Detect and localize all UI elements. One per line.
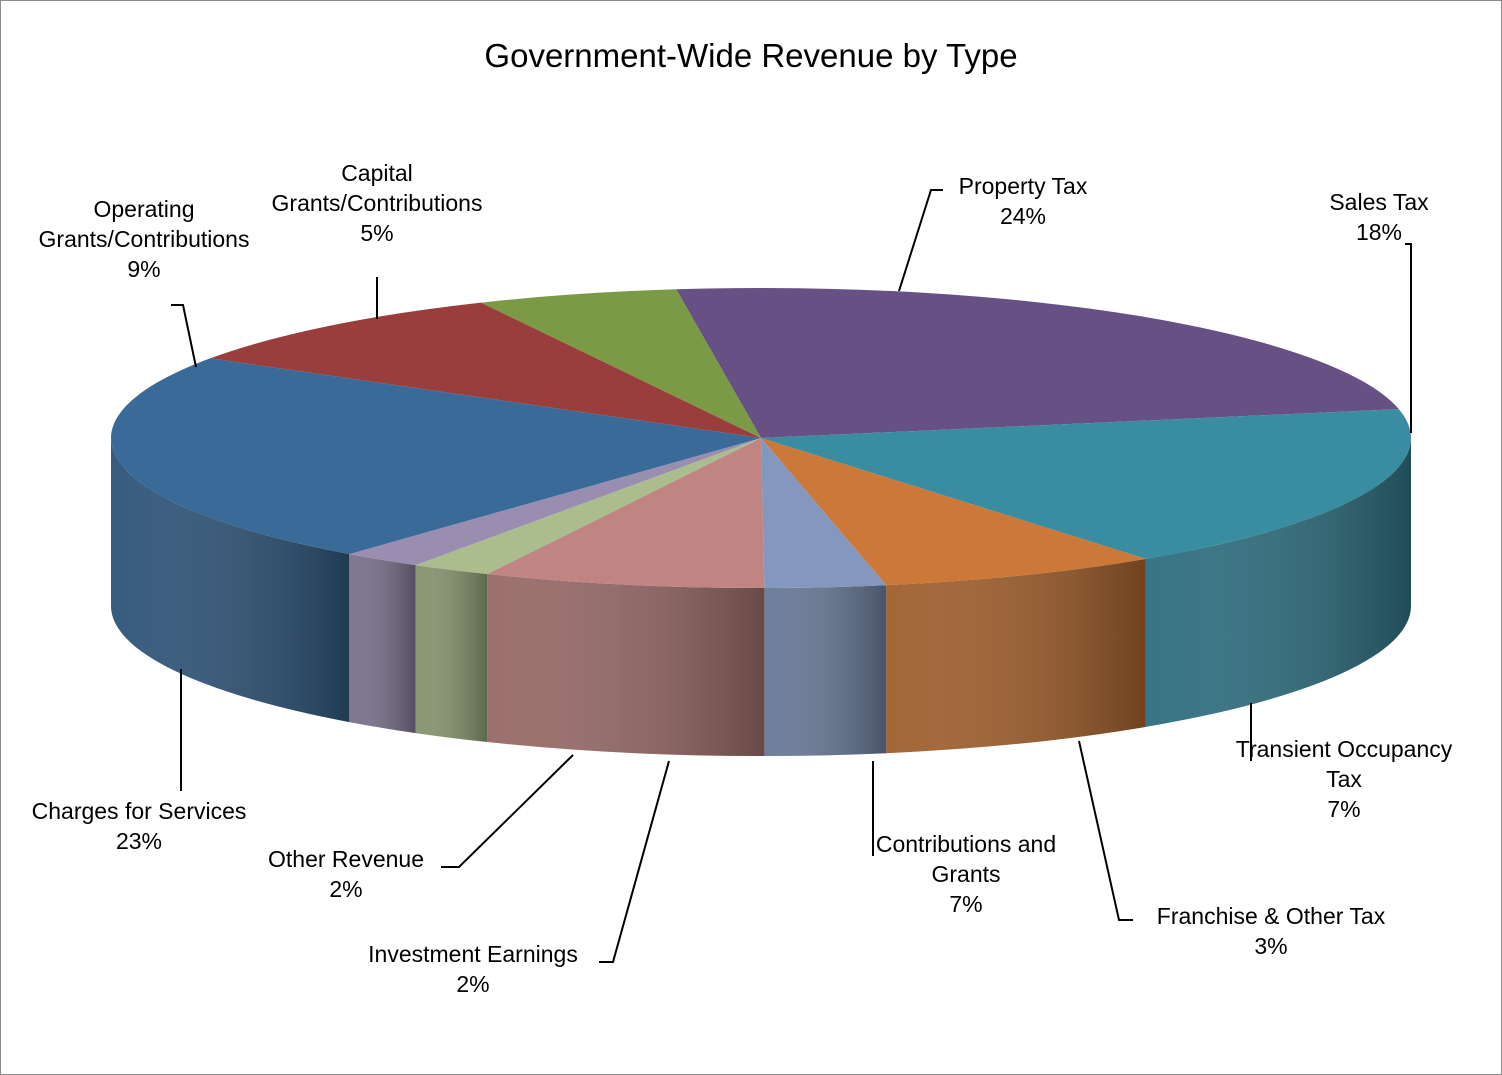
slice-label-4: Contributions and [876, 831, 1056, 857]
slice-percent-5: 2% [456, 971, 489, 997]
pie-slice-4 [487, 438, 765, 588]
leader-lines [171, 189, 1412, 963]
slice-label-2: Transient Occupancy [1236, 736, 1453, 762]
leader-line-6 [441, 754, 574, 868]
slice-percent-9: 5% [360, 220, 393, 246]
slice-label-4: Grants [931, 861, 1000, 887]
slice-percent-0: 24% [1000, 203, 1046, 229]
slice-label-9: Grants/Contributions [272, 190, 483, 216]
pie-side-shade-4 [487, 574, 765, 756]
slice-percent-1: 18% [1356, 219, 1402, 245]
slice-labels: Property Tax 24% Sales Tax 18% Transient Occ… [32, 160, 1453, 997]
slice-label-7: Charges for Services [32, 798, 247, 824]
slice-percent-3: 3% [1254, 933, 1287, 959]
slice-label-6: Other Revenue [268, 846, 424, 872]
pie-slice-9 [481, 289, 761, 438]
leader-line-5 [599, 760, 670, 963]
pie-top-faces [111, 288, 1411, 588]
slice-percent-8: 9% [127, 256, 160, 282]
pie-slice-5 [415, 438, 761, 575]
leader-line-0 [898, 189, 943, 292]
slice-label-3: Franchise & Other Tax [1157, 903, 1386, 929]
pie-side-shade-3 [764, 585, 887, 756]
pie-slice-2 [761, 438, 1146, 586]
slice-label-1: Sales Tax [1329, 189, 1429, 215]
pie-slice-6 [349, 438, 761, 566]
slice-percent-7: 23% [116, 828, 162, 854]
pie-slice-0 [676, 288, 1399, 438]
slice-label-5: Investment Earnings [368, 941, 578, 967]
pie-side-shade-2 [886, 558, 1146, 754]
pie-slice-3 [761, 438, 887, 588]
slice-label-9: Capital [341, 160, 413, 186]
pie-side-shade-7 [111, 438, 350, 723]
slice-label-2: Tax [1326, 766, 1362, 792]
slice-label-8: Operating [93, 196, 194, 222]
slice-label-8: Grants/Contributions [39, 226, 250, 252]
leader-line-1 [1405, 243, 1412, 433]
slice-label-0: Property Tax [959, 173, 1088, 199]
chart-title: Government-Wide Revenue by Type [484, 37, 1017, 74]
pie-side-walls [111, 438, 1411, 756]
pie-side-shade-5 [415, 565, 488, 743]
slice-percent-4: 7% [949, 891, 982, 917]
pie-side-shade-6 [349, 554, 416, 734]
slice-percent-2: 7% [1327, 796, 1360, 822]
leader-line-3 [1078, 740, 1133, 921]
leader-line-8 [171, 304, 197, 368]
pie-side-shade-1 [1145, 438, 1411, 727]
pie-slice-1 [761, 409, 1411, 559]
slice-percent-6: 2% [329, 876, 362, 902]
pie-slice-8 [210, 302, 762, 438]
pie-slice-7 [111, 358, 761, 555]
